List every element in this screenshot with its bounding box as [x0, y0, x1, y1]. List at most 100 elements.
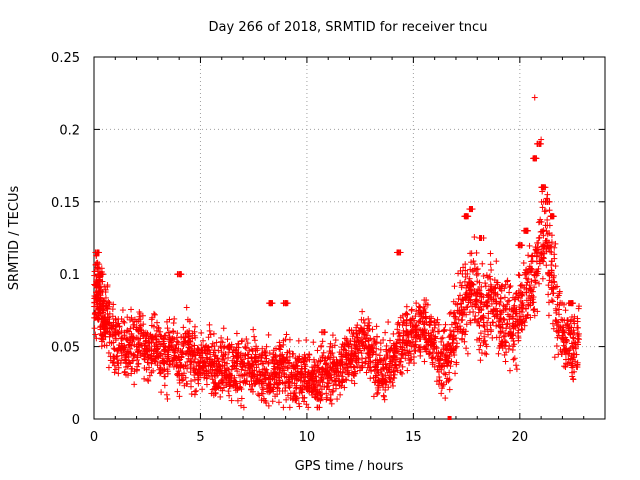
data-point — [137, 335, 144, 342]
data-point — [575, 335, 582, 342]
data-point — [123, 371, 130, 378]
data-point — [284, 392, 291, 399]
data-point — [171, 315, 178, 322]
data-point — [267, 387, 274, 394]
data-point — [222, 351, 229, 358]
data-point — [366, 319, 373, 326]
data-point — [222, 367, 229, 374]
data-point — [166, 335, 173, 342]
data-point — [317, 357, 324, 364]
data-point — [220, 325, 227, 332]
data-point — [317, 382, 324, 389]
data-point — [150, 310, 157, 317]
data-point — [106, 316, 113, 323]
data-point — [237, 372, 244, 379]
data-point — [295, 337, 302, 344]
data-point — [106, 310, 113, 317]
data-point — [451, 283, 458, 290]
data-point — [91, 325, 98, 332]
data-point — [234, 383, 241, 390]
data-point — [155, 325, 162, 332]
data-point — [206, 327, 213, 334]
data-point — [115, 370, 122, 377]
data-point — [105, 298, 112, 305]
data-point — [354, 346, 361, 353]
data-point — [310, 369, 317, 376]
x-tick-label: 5 — [196, 430, 204, 445]
data-point — [493, 258, 500, 265]
data-point — [188, 383, 195, 390]
data-point — [188, 391, 195, 398]
data-point — [414, 326, 421, 333]
data-point — [164, 347, 171, 354]
data-point — [203, 381, 210, 388]
y-tick-label: 0.1 — [59, 268, 80, 283]
data-point — [111, 369, 118, 376]
data-point — [294, 363, 301, 370]
data-point — [163, 391, 170, 398]
data-point — [240, 356, 247, 363]
data-point — [294, 377, 301, 384]
data-point — [212, 373, 219, 380]
data-point — [153, 335, 160, 342]
data-point — [133, 357, 140, 364]
data-point — [162, 351, 169, 358]
data-point — [195, 346, 202, 353]
data-point — [408, 306, 415, 313]
data-point — [286, 336, 293, 343]
data-point — [408, 317, 415, 324]
data-point — [265, 376, 272, 383]
data-point — [320, 349, 327, 356]
data-point — [166, 316, 173, 323]
data-point — [146, 364, 153, 371]
data-point — [109, 306, 116, 313]
data-point — [213, 354, 220, 361]
data-point — [373, 345, 380, 352]
data-point — [174, 388, 181, 395]
chart-title: Day 266 of 2018, SRMTID for receiver tnc… — [209, 20, 488, 35]
data-point — [256, 368, 263, 375]
data-point — [390, 374, 397, 381]
data-point — [357, 347, 364, 354]
data-point — [314, 404, 321, 411]
data-point — [283, 396, 290, 403]
data-point — [279, 365, 286, 372]
data-point — [92, 331, 99, 338]
data-point — [411, 360, 418, 367]
data-point — [488, 267, 495, 274]
data-point — [129, 357, 136, 364]
data-point — [364, 322, 371, 329]
data-point — [148, 316, 155, 323]
data-point — [299, 394, 306, 401]
data-point — [286, 348, 293, 355]
data-point — [324, 368, 331, 375]
data-point — [392, 350, 399, 357]
data-point — [553, 343, 560, 350]
data-point — [372, 340, 379, 347]
data-point — [404, 350, 411, 357]
data-point — [195, 374, 202, 381]
data-point — [479, 260, 486, 267]
data-point — [348, 377, 355, 384]
data-point — [248, 354, 255, 361]
data-point — [507, 283, 514, 290]
data-point — [216, 380, 223, 387]
x-axis-label: GPS time / hours — [295, 459, 404, 474]
data-point — [154, 319, 161, 326]
data-point — [179, 348, 186, 355]
data-point — [340, 351, 347, 358]
data-point — [412, 322, 419, 329]
data-point — [370, 336, 377, 343]
data-point — [434, 328, 441, 335]
data-point — [239, 337, 246, 344]
data-point — [93, 289, 100, 296]
data-point — [200, 364, 207, 371]
data-point — [218, 334, 225, 341]
data-point — [394, 326, 401, 333]
data-point — [441, 370, 448, 377]
data-point — [153, 336, 160, 343]
data-point — [188, 378, 195, 385]
data-point — [97, 292, 104, 299]
data-point — [303, 383, 310, 390]
data-point — [217, 393, 224, 400]
